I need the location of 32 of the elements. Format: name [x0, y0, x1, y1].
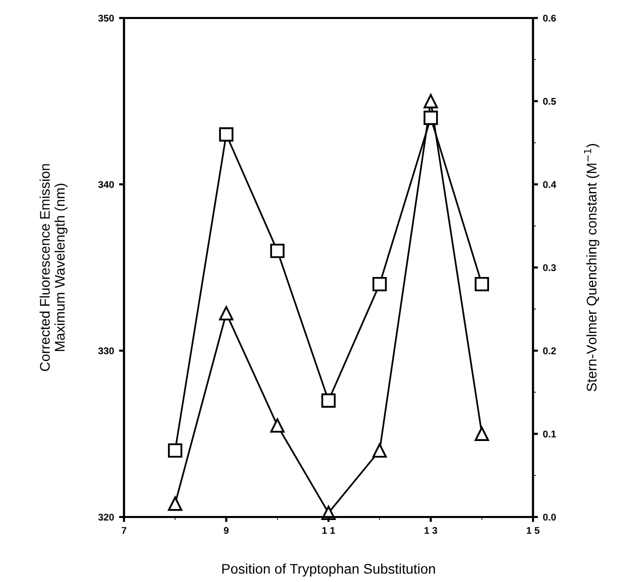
point — [270, 418, 285, 433]
x-tick-label: 7 — [122, 527, 126, 534]
y-tick-label: 330 — [98, 347, 114, 354]
x-tick-label: 1 1 — [322, 527, 335, 534]
y2-tick-label: 0.2 — [543, 347, 556, 354]
x-tick-label: 1 3 — [424, 526, 438, 534]
y-tick-label: 350 — [98, 14, 114, 22]
point — [219, 306, 234, 320]
point — [424, 94, 438, 108]
y2-tick-label: 0.0 — [543, 514, 556, 521]
point — [372, 276, 387, 292]
x-tick-label: 1 5 — [526, 527, 540, 534]
y2-axis-title: Stern-Volmer Quenching constant (M$^{−1}$) — [584, 144, 600, 392]
y-tick-label: 340 — [98, 181, 114, 188]
y-axis-title: Corrected Fluorescence Emission Maximum Wavelength (nm) — [40, 164, 68, 371]
point — [474, 426, 490, 441]
point — [372, 443, 387, 458]
point — [168, 443, 182, 458]
y2-tick-label: 0.6 — [543, 14, 556, 22]
point — [219, 127, 234, 142]
point — [270, 244, 285, 258]
y-tick-label: 320 — [98, 514, 114, 521]
point — [321, 393, 336, 408]
point — [168, 496, 182, 511]
x-axis-title: Position of Tryptophan Substitution — [222, 564, 435, 577]
y2-tick-label: 0.5 — [543, 98, 556, 105]
y2-tick-label: 0.4 — [543, 181, 556, 188]
point — [474, 276, 490, 292]
y2-tick-label: 0.1 — [543, 430, 556, 438]
y2-tick-label: 0.3 — [543, 264, 556, 272]
point — [424, 110, 438, 125]
x-tick-label: 9 — [224, 526, 229, 534]
